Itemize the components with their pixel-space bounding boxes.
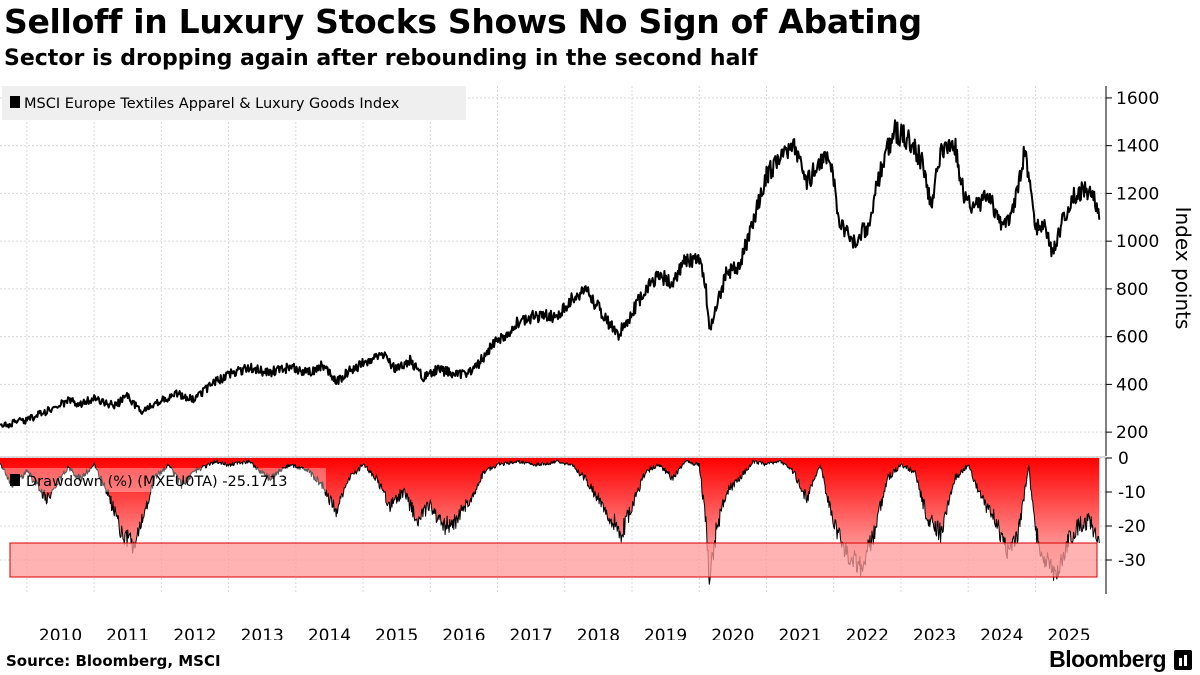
chart-svg: 2010 2011 2012 2013 2014 2015 2016 2017 2018 2019… bbox=[0, 86, 1195, 640]
y-tick-label: 1000 bbox=[1116, 232, 1159, 252]
x-tick-label: 2018 bbox=[577, 626, 620, 640]
x-tick-label: 2024 bbox=[980, 626, 1023, 640]
x-tick-label: 2014 bbox=[308, 626, 351, 640]
y-tick-label: 1600 bbox=[1116, 89, 1159, 109]
y-tick-label: 200 bbox=[1116, 423, 1148, 443]
bloomberg-terminal-icon bbox=[1174, 650, 1192, 670]
x-tick-label: 2019 bbox=[644, 626, 687, 640]
index-legend-label: MSCI Europe Textiles Apparel & Luxury Go… bbox=[24, 96, 400, 112]
highlight-band bbox=[9, 542, 1098, 578]
index-series-line bbox=[0, 119, 1101, 429]
drawdown-line bbox=[0, 459, 1100, 585]
index-legend-box bbox=[2, 86, 466, 120]
x-tick-label: 2025 bbox=[1047, 626, 1090, 640]
x-tick-label: 2023 bbox=[913, 626, 956, 640]
drawdown-legend-label: Drawdown (%) (MXEU0TA) -25.1713 bbox=[26, 474, 288, 490]
x-tick-label: 2022 bbox=[846, 626, 889, 640]
drawdown-legend-box bbox=[2, 468, 326, 492]
x-tick-label: 2020 bbox=[711, 626, 754, 640]
chart-title: Selloff in Luxury Stocks Shows No Sign o… bbox=[4, 2, 922, 41]
x-tick-label: 2021 bbox=[778, 626, 821, 640]
y-axis-label: Index points bbox=[1171, 207, 1195, 330]
y-tick-label: 1400 bbox=[1116, 137, 1159, 157]
y-tick-label: 800 bbox=[1116, 280, 1148, 300]
axes: 2010 2011 2012 2013 2014 2015 2016 2017 2018 2019… bbox=[0, 86, 1159, 640]
y-tick-label: 1200 bbox=[1116, 184, 1159, 204]
drawdown-y-tick-label: 0 bbox=[1118, 449, 1129, 469]
drawdown-area bbox=[0, 458, 1100, 585]
index-panel bbox=[0, 119, 1101, 429]
x-tick-label: 2013 bbox=[241, 626, 284, 640]
drawdown-legend-swatch bbox=[10, 474, 20, 486]
drawdown-y-tick-label: -30 bbox=[1118, 551, 1146, 571]
drawdown-y-tick-label: -10 bbox=[1118, 483, 1146, 503]
chart-subtitle: Sector is dropping again after reboundin… bbox=[4, 46, 758, 71]
x-tick-label: 2011 bbox=[106, 626, 149, 640]
x-tick-label: 2012 bbox=[173, 626, 216, 640]
x-tick-label: 2015 bbox=[375, 626, 418, 640]
x-tick-label: 2016 bbox=[442, 626, 485, 640]
drawdown-panel bbox=[0, 458, 1100, 585]
index-legend-swatch bbox=[10, 96, 20, 108]
bloomberg-logo: Bloomberg bbox=[1049, 646, 1166, 672]
y-tick-label: 600 bbox=[1116, 328, 1148, 348]
drawdown-y-tick-label: -20 bbox=[1118, 517, 1146, 537]
source-note: Source: Bloomberg, MSCI bbox=[6, 652, 221, 670]
x-tick-label: 2010 bbox=[39, 626, 82, 640]
y-tick-label: 400 bbox=[1116, 375, 1148, 395]
x-tick-label: 2017 bbox=[510, 626, 553, 640]
